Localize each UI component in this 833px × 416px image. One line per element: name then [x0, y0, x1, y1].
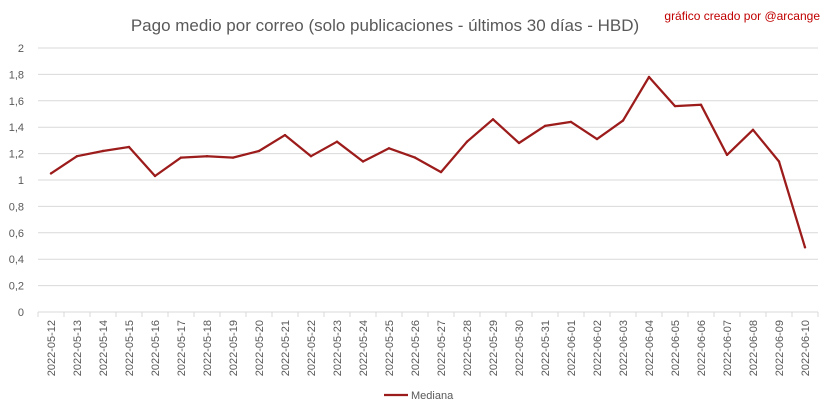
x-tick-label: 2022-06-01 [566, 320, 578, 376]
data-point [517, 141, 521, 145]
x-tick-label: 2022-06-07 [722, 320, 734, 376]
y-axis: 0 0,2 0,4 0,6 0,8 1 1,2 1,4 1,6 1,8 2 [9, 43, 24, 319]
x-tick-label: 2022-05-29 [488, 320, 500, 376]
x-tick-label: 2022-06-03 [618, 320, 630, 376]
x-tick-label: 2022-05-13 [72, 320, 84, 376]
x-tick-label: 2022-06-08 [748, 320, 760, 376]
data-point [725, 153, 729, 157]
chart-credit: gráfico creado por @arcange [664, 9, 820, 23]
data-point [361, 160, 365, 163]
x-tick-label: 2022-05-18 [202, 320, 214, 376]
data-point [75, 155, 79, 158]
data-point [387, 147, 391, 150]
data-point [205, 155, 209, 158]
y-tick-label: 0,6 [9, 228, 24, 240]
y-tick-label: 0 [18, 307, 24, 319]
data-point [49, 172, 53, 175]
y-tick-label: 1,8 [9, 69, 24, 81]
y-tick-label: 1,2 [9, 149, 24, 161]
data-point [231, 156, 235, 159]
data-point [309, 155, 313, 158]
data-point [439, 170, 443, 174]
y-tick-label: 0,4 [9, 254, 24, 266]
gridlines [38, 47, 818, 313]
x-tick-label: 2022-05-23 [332, 320, 344, 376]
x-tick-label: 2022-05-17 [176, 320, 188, 376]
x-tick-label: 2022-06-10 [800, 320, 812, 376]
data-point [179, 156, 183, 159]
data-point [699, 103, 703, 107]
x-tick-label: 2022-06-06 [696, 320, 708, 376]
x-tick-label: 2022-05-22 [306, 320, 318, 376]
x-tick-label: 2022-05-24 [358, 320, 370, 376]
x-tick-label: 2022-05-27 [436, 320, 448, 376]
x-tick-label: 2022-05-26 [410, 320, 422, 376]
data-point [335, 140, 339, 143]
chart-title: Pago medio por correo (solo publicacione… [131, 16, 639, 35]
x-tick-label: 2022-06-04 [644, 320, 656, 376]
data-point [647, 75, 651, 79]
data-point [257, 149, 261, 153]
x-tick-label: 2022-06-02 [592, 320, 604, 376]
data-point [127, 145, 131, 149]
x-tick-label: 2022-05-19 [228, 320, 240, 376]
data-point [673, 104, 677, 108]
data-point [283, 133, 287, 137]
y-tick-label: 1 [18, 175, 24, 187]
data-point [595, 137, 599, 141]
data-point [491, 118, 495, 121]
data-point [543, 124, 547, 128]
x-tick-label: 2022-05-31 [540, 320, 552, 376]
series-line-mediana [49, 75, 807, 249]
x-tick-label: 2022-06-05 [670, 320, 682, 376]
x-tick-label: 2022-05-14 [98, 320, 110, 376]
data-point [751, 128, 755, 131]
series-layer [49, 75, 807, 249]
data-point [803, 246, 807, 249]
x-axis: 2022-05-12 2022-05-13 2022-05-14 2022-05-15… [37, 312, 819, 376]
data-point [777, 160, 781, 163]
x-tick-label: 2022-05-16 [150, 320, 162, 376]
y-tick-label: 2 [18, 43, 24, 55]
y-tick-label: 1,4 [9, 122, 24, 134]
legend-label: Mediana [411, 390, 454, 402]
x-tick-label: 2022-06-09 [774, 320, 786, 376]
x-tick-label: 2022-05-30 [514, 320, 526, 376]
x-tick-label: 2022-05-12 [46, 320, 58, 376]
y-tick-label: 0,8 [9, 201, 24, 213]
data-point [153, 174, 157, 178]
x-tick-label: 2022-05-20 [254, 320, 266, 376]
x-tick-label: 2022-05-21 [280, 320, 292, 376]
x-tick-label: 2022-05-15 [124, 320, 136, 376]
data-point [621, 119, 625, 122]
data-point [569, 120, 573, 124]
x-tick-label: 2022-05-25 [384, 320, 396, 376]
data-point [465, 140, 469, 143]
y-tick-label: 1,6 [9, 96, 24, 108]
data-point [413, 156, 417, 159]
data-point [101, 149, 105, 153]
y-tick-label: 0,2 [9, 281, 24, 293]
x-tick-label: 2022-05-28 [462, 320, 474, 376]
legend: Mediana [384, 390, 454, 402]
